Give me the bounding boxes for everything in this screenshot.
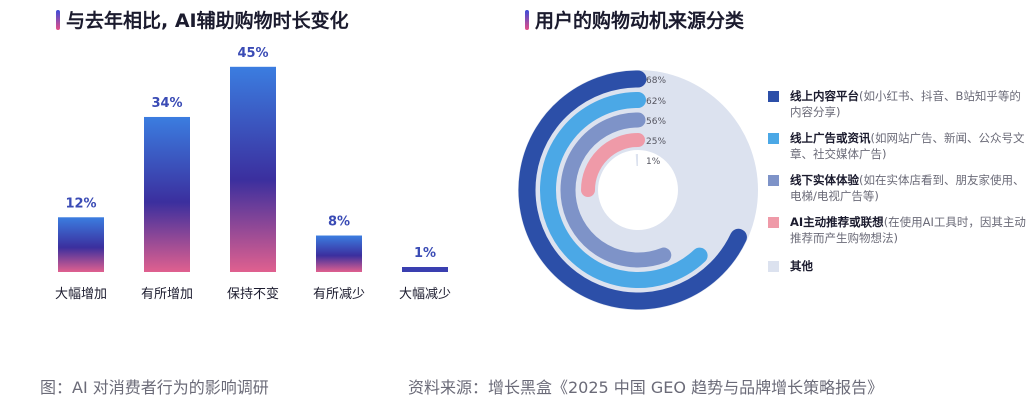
bar-chart: 12% 大幅增加 34% 有所增加 45% 保持不变 8% 有所减少 1% 大幅减少 [55, 46, 451, 302]
legend-label: 线下实体体验 [790, 173, 859, 187]
bar-value-label: 45% [237, 46, 268, 61]
title-accent-bar [525, 9, 529, 30]
bar-value-label: 1% [414, 246, 436, 261]
legend-label: 线上内容平台 [790, 89, 859, 103]
ring-value-label: 68% [646, 76, 666, 86]
legend-item: 线上广告或资讯(如网站广告、新闻、公众号文章、社交媒体广告) [768, 130, 1028, 162]
bar-value-label: 8% [328, 215, 350, 230]
bar-category-label: 有所减少 [313, 287, 365, 302]
legend-description: (如在实体店看到、朋友家使用、电梯/电视广告等) [790, 173, 1025, 203]
bar-0 [58, 217, 104, 272]
legend-swatch [768, 133, 779, 144]
legend-swatch [768, 261, 779, 272]
legend-item: AI主动推荐或联想(在使用AI工具时，因其主动推荐而产生购物想法) [768, 214, 1028, 246]
figure-caption: 图：AI 对消费者行为的影响调研 [40, 378, 269, 397]
legend-item: 线上内容平台(如小红书、抖音、B站知乎等的内容分享) [768, 88, 1028, 120]
bar-category-label: 有所增加 [141, 287, 193, 302]
legend-description: (如网站广告、新闻、公众号文章、社交媒体广告) [790, 131, 1025, 161]
ring-arc-2 [560, 112, 672, 268]
bar-1 [144, 116, 190, 273]
bar-chart-title-text: 与去年相比, AI辅助购物时长变化 [66, 10, 349, 32]
legend-label: 线上广告或资讯 [790, 131, 871, 145]
bar-4 [402, 267, 448, 272]
ring-chart-legend: 线上内容平台(如小红书、抖音、B站知乎等的内容分享) 线上广告或资讯(如网站广告、… [768, 88, 1028, 274]
ring-arc-0 [518, 70, 747, 310]
bar-3 [316, 235, 362, 272]
ring-arc-1 [540, 92, 708, 288]
ring-chart: 68% 62% 56% 25% 1% [518, 70, 758, 310]
ring-arc-3 [581, 133, 645, 197]
bar-category-label: 大幅减少 [399, 287, 451, 302]
bar-2 [230, 66, 276, 272]
bar-value-label: 12% [65, 196, 96, 211]
legend-swatch [768, 175, 779, 186]
ring-value-label: 56% [646, 117, 666, 127]
bar-value-label: 34% [151, 96, 182, 111]
bar-category-label: 保持不变 [227, 286, 279, 302]
legend-label: 其他 [790, 259, 813, 273]
legend-swatch [768, 91, 779, 102]
legend-swatch [768, 217, 779, 228]
bar-chart-title: 与去年相比, AI辅助购物时长变化 [56, 6, 349, 33]
ring-value-label: 25% [646, 137, 666, 147]
bar-category-label: 大幅增加 [55, 287, 107, 302]
source-caption: 资料来源：增长黑盒《2025 中国 GEO 趋势与品牌增长策略报告》 [408, 378, 884, 397]
legend-item: 其他 [768, 258, 1028, 274]
ring-value-label: 1% [646, 157, 661, 167]
ring-value-label: 62% [646, 97, 666, 107]
ring-center-hole [598, 150, 678, 230]
ring-chart-title-text: 用户的购物动机来源分类 [535, 10, 745, 32]
legend-description: (在使用AI工具时，因其主动推荐而产生购物想法) [790, 215, 1026, 245]
legend-label: AI主动推荐或联想 [790, 215, 884, 229]
legend-description: (如小红书、抖音、B站知乎等的内容分享) [790, 89, 1021, 119]
legend-item: 线下实体体验(如在实体店看到、朋友家使用、电梯/电视广告等) [768, 172, 1028, 204]
ring-chart-title: 用户的购物动机来源分类 [525, 6, 744, 33]
title-accent-bar [56, 9, 60, 30]
